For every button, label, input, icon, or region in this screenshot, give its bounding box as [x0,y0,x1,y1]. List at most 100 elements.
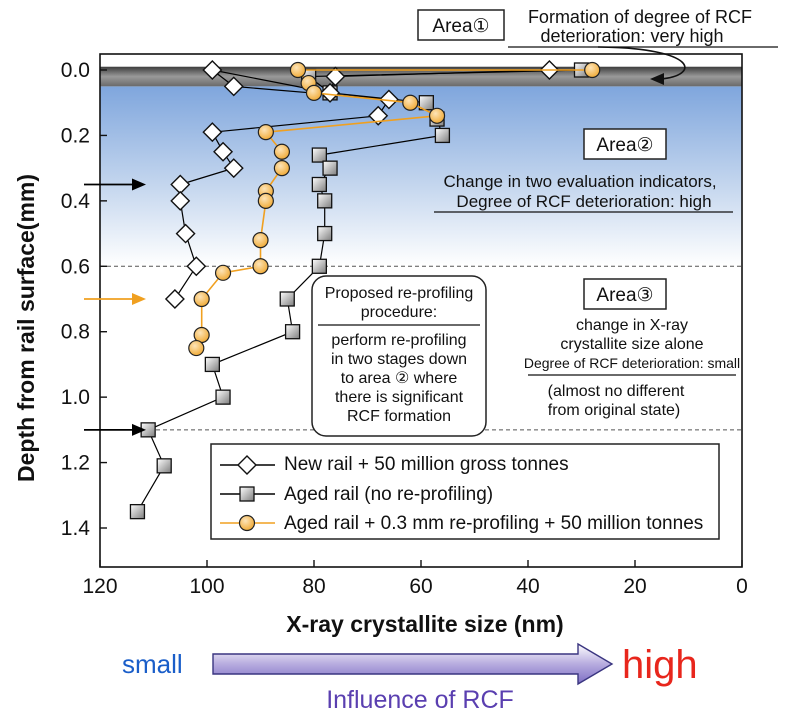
legend-entry-new-rail: New rail + 50 million gross tonnes [284,454,569,475]
series-layer [129,60,601,520]
aged-rail-point-6 [311,147,328,163]
area3-annotation: Area③ change in X-ray crystallite size a… [524,278,740,419]
area1-text-line2: deterioration: very high [540,26,723,46]
area2-text-line2: Degree of RCF deterioration: high [456,192,711,211]
influence-arrow [212,642,614,686]
y-tick-label-1: 0.2 [61,124,90,147]
y-tick-label-0: 0.0 [61,59,90,82]
reprofiled-point-1 [289,61,307,79]
axis-ticks: 120 100 80 60 40 20 0 0.0 0.2 0.4 0.6 0.8 1.0 1.2 1.4 [61,59,748,598]
x-tick-label-1: 100 [189,575,224,598]
area3-label: Area③ [596,285,653,306]
area3-text-line5: from original state) [548,402,681,419]
influence-high-label: high [622,643,698,687]
area1-pointer-head [650,73,664,85]
new-rail-point-1 [325,66,346,87]
aged-rail-point-17 [156,458,172,474]
aged-rail-point-11 [311,258,328,274]
new-rail-point-5 [378,89,399,110]
x-tick-label-4: 40 [516,575,539,598]
area2-label-box [583,128,667,160]
y-tick-label-4: 0.8 [61,321,90,344]
procedure-title-line1: Proposed re-profiling [325,285,474,302]
x-tick-label-2: 80 [302,575,325,598]
procedure-callout: Proposed re-profiling procedure: perform… [311,275,487,437]
reprofiled-point-7 [273,143,290,160]
legend-entry-reprofiled: Aged rail + 0.3 mm re-profiling + 50 mil… [284,513,703,534]
area1-label-box [417,9,505,41]
reprofiled-point-4 [402,94,419,111]
new-rail-point-8 [213,141,234,162]
reprofiled-point-10 [257,192,274,209]
depth-arrow-head-2 [132,423,146,436]
procedure-box [311,275,487,437]
reprofiled-point-16 [188,339,205,357]
area2-annotation: Area② Change in two evaluation indicator… [434,128,733,213]
procedure-body-line1: perform re-profiling [331,332,466,349]
y-tick-label-2: 0.4 [61,190,91,213]
depth-arrows [84,178,146,436]
x-tick-label-6: 0 [736,575,748,598]
y-axis-title: Depth from rail surface(mm) [13,174,39,482]
aged-rail-point-15 [215,389,231,405]
procedure-title-line2: procedure: [361,304,438,321]
area3-text-line3: Degree of RCF deterioration: small [524,355,740,371]
new-rail-point-3 [202,60,223,80]
new-rail-point-13 [186,256,207,277]
aged-rail-point-18 [129,503,146,520]
legend-box [210,443,720,540]
reprofiled-point-14 [193,290,210,308]
y-tick-label-5: 1.0 [61,386,90,409]
new-rail-point-11 [170,190,191,211]
reprofiled-point-6 [257,124,274,141]
legend-marker-reprofiled [238,514,256,532]
procedure-body-line4: there is significant [335,389,464,406]
area1-label: Area① [432,16,489,37]
procedure-body-line5: RCF formation [347,408,451,425]
reprofiled-point-5 [428,107,446,124]
legend-swatches [220,455,275,532]
area1-text-line1: Formation of degree of RCF [528,7,752,27]
depth-arrow-head-1 [132,293,146,305]
aged-rail-point-9 [317,193,333,209]
y-tick-label-7: 1.4 [61,517,91,540]
series-reprofiled [188,61,601,357]
series-new-rail [164,60,560,309]
reprofiled-point-13 [214,264,232,281]
reprofiled-point-11 [252,232,269,249]
area3-text-line1: change in X-ray [576,317,688,334]
reprofiled-point-12 [252,258,269,275]
procedure-body-line2: in two stages down [331,351,467,368]
aged-rail-point-12 [279,291,295,307]
x-tick-label-3: 60 [409,575,432,598]
reprofiled-point-3 [305,84,323,102]
x-tick-label-0: 120 [82,575,117,598]
new-rail-point-9 [223,158,244,179]
depth-arrow-head-0 [132,178,146,191]
influence-low-label: small [122,649,183,679]
legend-marker-aged-rail [239,486,255,502]
procedure-body-line3: to area ② where [341,370,458,387]
influence-caption: Influence of RCF [326,686,514,714]
new-rail-point-4 [223,76,244,97]
area1-pointer-curve [597,46,686,80]
x-axis-title: X-ray crystallite size (nm) [286,611,563,637]
y-tick-label-3: 0.6 [61,255,90,278]
influence-scale: small high Influence of RCF [122,642,698,714]
new-rail-point-2 [320,82,341,103]
new-rail-point-14 [164,289,185,309]
aged-rail-point-8 [311,176,328,193]
area3-text-line4: (almost no different [548,383,685,400]
new-rail-point-7 [202,122,223,143]
area2-label: Area② [596,135,653,156]
reprofiled-point-0 [584,61,601,79]
new-rail-point-12 [175,223,196,244]
aged-rail-point-7 [322,160,338,176]
aged-rail-point-10 [317,225,333,242]
x-tick-label-5: 20 [623,575,646,598]
area1-annotation: Area① Formation of degree of RCF deterio… [417,7,778,85]
reprofiled-point-8 [273,160,290,177]
y-tick-label-6: 1.2 [61,452,90,475]
area3-text-line2: crystallite size alone [560,336,703,353]
